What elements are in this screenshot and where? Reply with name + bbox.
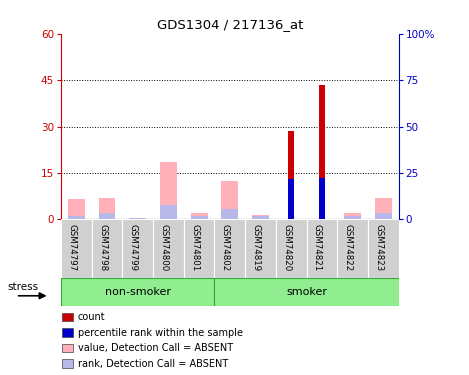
Text: GSM74822: GSM74822	[344, 224, 353, 271]
Bar	[214, 219, 245, 278]
Bar	[153, 219, 184, 278]
Bar	[252, 216, 269, 219]
Text: GSM74821: GSM74821	[313, 224, 322, 271]
Bar	[288, 131, 294, 219]
Bar	[68, 199, 85, 219]
Bar	[191, 213, 208, 219]
Text: GSM74802: GSM74802	[221, 224, 230, 271]
Text: GSM74798: GSM74798	[98, 224, 107, 271]
Bar	[62, 344, 73, 352]
Text: GSM74823: GSM74823	[374, 224, 383, 271]
Bar	[68, 216, 85, 219]
Text: GSM74797: GSM74797	[68, 224, 76, 271]
Title: GDS1304 / 217136_at: GDS1304 / 217136_at	[157, 18, 303, 31]
Text: smoker: smoker	[286, 286, 327, 297]
Bar	[319, 85, 325, 219]
Bar	[276, 219, 307, 278]
Bar	[129, 218, 146, 219]
Bar	[245, 219, 276, 278]
Bar	[191, 216, 208, 219]
Bar	[91, 219, 122, 278]
Bar	[319, 178, 325, 219]
Bar	[221, 209, 238, 219]
Text: GSM74801: GSM74801	[190, 224, 199, 271]
Bar	[62, 313, 73, 321]
Bar	[160, 206, 177, 219]
Bar	[62, 328, 73, 337]
Bar	[61, 219, 91, 278]
Bar	[375, 213, 392, 219]
Bar	[98, 198, 115, 219]
Text: count: count	[77, 312, 105, 322]
Bar	[221, 181, 238, 219]
Text: stress: stress	[7, 282, 38, 292]
Text: GSM74799: GSM74799	[129, 224, 138, 271]
Text: GSM74800: GSM74800	[159, 224, 168, 271]
Bar	[375, 198, 392, 219]
Text: GSM74819: GSM74819	[251, 224, 260, 271]
Bar	[214, 278, 399, 306]
Bar	[307, 219, 337, 278]
Text: rank, Detection Call = ABSENT: rank, Detection Call = ABSENT	[77, 358, 228, 369]
Text: percentile rank within the sample: percentile rank within the sample	[77, 328, 242, 338]
Bar	[344, 216, 361, 219]
Bar	[288, 179, 294, 219]
Bar	[337, 219, 368, 278]
Bar	[129, 218, 146, 219]
Bar	[61, 278, 214, 306]
Bar	[368, 219, 399, 278]
Bar	[160, 162, 177, 219]
Bar	[98, 213, 115, 219]
Text: non-smoker: non-smoker	[105, 286, 171, 297]
Text: value, Detection Call = ABSENT: value, Detection Call = ABSENT	[77, 343, 233, 353]
Bar	[252, 215, 269, 219]
Bar	[122, 219, 153, 278]
Text: GSM74820: GSM74820	[282, 224, 291, 271]
Bar	[344, 213, 361, 219]
Bar	[62, 359, 73, 368]
Bar	[184, 219, 214, 278]
